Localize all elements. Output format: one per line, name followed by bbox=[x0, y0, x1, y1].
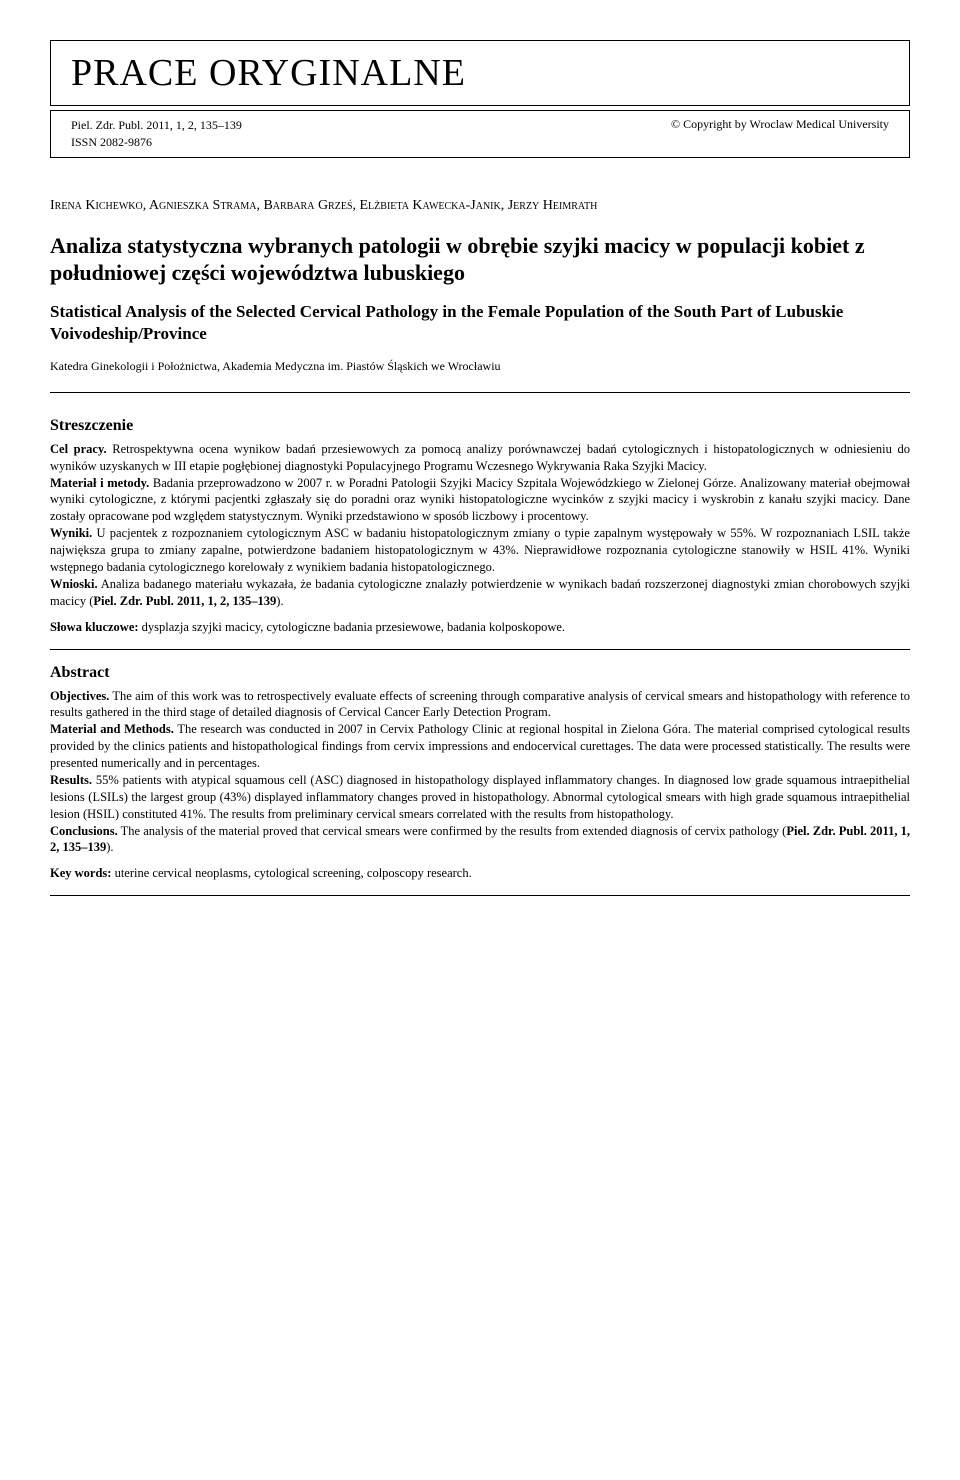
key-words: Key words: uterine cervical neoplasms, c… bbox=[50, 866, 910, 881]
conclusions-end: ). bbox=[106, 840, 113, 854]
journal-citation: Piel. Zdr. Publ. 2011, 1, 2, 135–139 bbox=[71, 117, 242, 134]
journal-meta-box: Piel. Zdr. Publ. 2011, 1, 2, 135–139 ISS… bbox=[50, 110, 910, 158]
key-words-label: Key words: bbox=[50, 866, 111, 880]
separator-line-2 bbox=[50, 649, 910, 650]
slowa-kluczowe-text: dysplazja szyjki macicy, cytologiczne ba… bbox=[139, 620, 565, 634]
journal-copyright: © Copyright by Wroclaw Medical Universit… bbox=[671, 117, 889, 151]
key-words-text: uterine cervical neoplasms, cytological … bbox=[111, 866, 471, 880]
slowa-kluczowe: Słowa kluczowe: dysplazja szyjki macicy,… bbox=[50, 620, 910, 635]
material-methods-text: The research was conducted in 2007 in Ce… bbox=[50, 722, 910, 770]
results-text: 55% patients with atypical squamous cell… bbox=[50, 773, 910, 821]
wnioski-label: Wnioski. bbox=[50, 577, 98, 591]
slowa-kluczowe-label: Słowa kluczowe: bbox=[50, 620, 139, 634]
section-header-box: PRACE ORYGINALNE bbox=[50, 40, 910, 106]
abstract-body: Objectives. The aim of this work was to … bbox=[50, 688, 910, 857]
cel-pracy-text: Retrospektywna ocena wynikow badań przes… bbox=[50, 442, 910, 473]
wyniki-text: U pacjentek z rozpoznaniem cytologicznym… bbox=[50, 526, 910, 574]
wnioski-end: ). bbox=[276, 594, 283, 608]
conclusions-label: Conclusions. bbox=[50, 824, 118, 838]
conclusions-text: The analysis of the material proved that… bbox=[118, 824, 787, 838]
material-methods-label: Material and Methods. bbox=[50, 722, 174, 736]
article-title-english: Statistical Analysis of the Selected Cer… bbox=[50, 301, 910, 345]
separator-line-3 bbox=[50, 895, 910, 896]
abstract-heading: Abstract bbox=[50, 664, 910, 682]
wyniki-label: Wyniki. bbox=[50, 526, 92, 540]
cel-pracy-label: Cel pracy. bbox=[50, 442, 107, 456]
journal-issn: ISSN 2082-9876 bbox=[71, 134, 242, 151]
authors-names: Irena Kichewko, Agnieszka Strama, Barbar… bbox=[50, 198, 597, 213]
article-title-polish: Analiza statystyczna wybranych patologii… bbox=[50, 232, 910, 287]
wnioski-ref: Piel. Zdr. Publ. 2011, 1, 2, 135–139 bbox=[93, 594, 276, 608]
results-label: Results. bbox=[50, 773, 92, 787]
separator-line bbox=[50, 392, 910, 393]
section-title: PRACE ORYGINALNE bbox=[71, 51, 889, 95]
authors-line: Irena Kichewko, Agnieszka Strama, Barbar… bbox=[50, 198, 910, 214]
objectives-label: Objectives. bbox=[50, 689, 109, 703]
journal-meta-left: Piel. Zdr. Publ. 2011, 1, 2, 135–139 ISS… bbox=[71, 117, 242, 151]
streszczenie-heading: Streszczenie bbox=[50, 417, 910, 435]
streszczenie-body: Cel pracy. Retrospektywna ocena wynikow … bbox=[50, 441, 910, 610]
affiliation: Katedra Ginekologii i Położnictwa, Akade… bbox=[50, 359, 910, 374]
objectives-text: The aim of this work was to retrospectiv… bbox=[50, 689, 910, 720]
material-metody-text: Badania przeprowadzono w 2007 r. w Porad… bbox=[50, 476, 910, 524]
material-metody-label: Materiał i metody. bbox=[50, 476, 149, 490]
